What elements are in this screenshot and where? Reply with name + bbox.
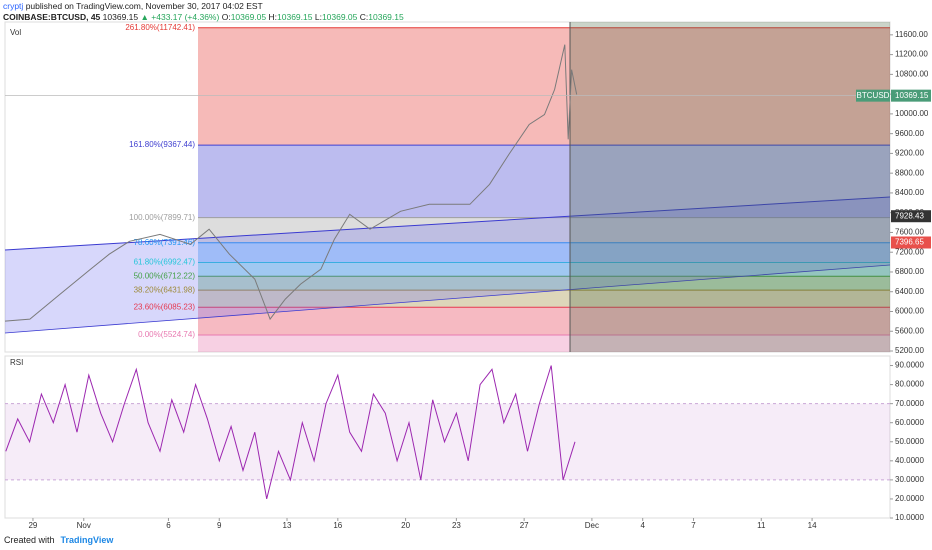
x-tick-label: 20 — [401, 521, 410, 530]
price-tag — [891, 210, 931, 223]
y-tick-label: 7600.00 — [895, 228, 924, 237]
y-tick-label: 6000.00 — [895, 307, 924, 316]
price-tag — [891, 236, 931, 249]
header: cryptj published on TradingView.com, Nov… — [3, 1, 404, 23]
y-tick-label: 10000.00 — [895, 109, 929, 118]
fib-zone — [198, 307, 890, 335]
price-tag-label: 10369.15 — [895, 91, 929, 100]
series-tag — [856, 89, 890, 102]
y-tick-label: 80.0000 — [895, 380, 924, 389]
published: published on TradingView.com, November 3… — [25, 1, 263, 11]
y-tick-label: 50.0000 — [895, 437, 924, 446]
rsi-band — [5, 403, 890, 480]
pane-label: RSI — [10, 358, 23, 367]
series-line — [5, 365, 576, 500]
channel — [5, 197, 890, 333]
chart: Vol RSI 5200.00 5600.00 6000.00 6400.00 6800… — [4, 21, 931, 530]
y-tick-label: 10800.00 — [895, 69, 929, 78]
ohlc-label: L: — [314, 12, 322, 22]
x-tick-label: 29 — [28, 521, 37, 530]
ohlc-value: 10369.05 — [321, 12, 358, 22]
y-tick-label: 6800.00 — [895, 267, 924, 276]
ohlc-label: H: — [268, 12, 278, 22]
ohlc-label: C: — [359, 12, 369, 22]
fib-zone — [198, 276, 890, 291]
y-tick-label: 5600.00 — [895, 326, 924, 335]
y-tick-label: 9200.00 — [895, 149, 924, 158]
y-tick-label: 6400.00 — [895, 287, 924, 296]
projection-box — [570, 22, 890, 352]
pane-label: Vol — [10, 28, 21, 37]
y-tick-label: 40.0000 — [895, 456, 924, 465]
fib-label: 23.60%(6085.23) — [134, 302, 196, 311]
series-tag-label: BTCUSD — [857, 91, 890, 100]
footer: Created with TradingView — [4, 535, 113, 545]
ohlc-value: 10369.05 — [230, 12, 267, 22]
y-tick-label: 8400.00 — [895, 188, 924, 197]
price-tag-label: 7928.43 — [895, 211, 924, 220]
y-tick-label: 9600.00 — [895, 129, 924, 138]
last-price: 10369.15 — [102, 12, 139, 22]
fib-zone — [198, 262, 890, 277]
fib-zone — [198, 27, 890, 146]
price-tag-label: 7396.65 — [895, 238, 924, 247]
y-tick-label: 70.0000 — [895, 399, 924, 408]
y-tick-label: 20.0000 — [895, 494, 924, 503]
fib-zone — [198, 334, 890, 352]
fib-zone — [198, 242, 890, 263]
x-tick-label: Nov — [77, 521, 91, 530]
x-tick-label: 13 — [283, 521, 292, 530]
x-tick-label: 14 — [808, 521, 817, 530]
publisher[interactable]: cryptj — [3, 1, 24, 11]
change: ▲ +433.17 (+4.36%) — [140, 12, 220, 22]
x-tick-label: 16 — [333, 521, 342, 530]
fib-label: 50.00%(6712.22) — [134, 271, 196, 280]
x-tick-label: 7 — [691, 521, 696, 530]
publish-line: cryptj published on TradingView.com, Nov… — [3, 1, 404, 12]
y-tick-label: 11600.00 — [895, 30, 928, 39]
price-pane — [4, 21, 891, 353]
y-tick-label: 11200.00 — [895, 50, 928, 59]
x-tick-label: 23 — [452, 521, 461, 530]
fib-retracement — [198, 27, 890, 352]
drawings — [4, 22, 891, 352]
y-tick-label: 5200.00 — [895, 346, 924, 355]
x-tick-label: 11 — [757, 521, 766, 530]
x-tick-label: Dec — [585, 521, 599, 530]
y-tick-label: 30.0000 — [895, 475, 924, 484]
fib-label: 0.00%(5524.74) — [138, 330, 195, 339]
fib-zone — [198, 145, 890, 218]
ohlc-label: O: — [221, 12, 231, 22]
series-line — [4, 44, 578, 322]
x-tick-label: 9 — [217, 521, 222, 530]
fib-label: 100.00%(7899.71) — [129, 213, 195, 222]
x-tick-label: 27 — [520, 521, 529, 530]
ohlc-value: 10369.15 — [277, 12, 313, 22]
fib-label: 61.80%(6992.47) — [134, 258, 196, 267]
x-tick-label: 4 — [640, 521, 645, 530]
price-tag — [891, 89, 931, 102]
ohlc: O:10369.05 H:10369.15 L:10369.05 C:10369… — [222, 12, 404, 22]
symbol: COINBASE:BTCUSD, 45 — [3, 12, 101, 22]
y-tick-label: 60.0000 — [895, 418, 924, 427]
rsi-pane — [4, 355, 891, 519]
y-tick-label: 90.0000 — [895, 361, 924, 370]
created: Created with — [4, 535, 55, 545]
brand[interactable]: TradingView — [60, 535, 114, 545]
channel-line — [4, 196, 891, 251]
y-tick-label: 8800.00 — [895, 168, 924, 177]
channel-line — [4, 264, 891, 334]
fib-label: 161.80%(9367.44) — [129, 140, 195, 149]
fib-label: 78.60%(7391.46) — [134, 238, 196, 247]
fib-label: 261.80%(11742.41) — [125, 23, 195, 32]
ohlc-value: 10369.15 — [368, 12, 404, 22]
y-tick-label: 7200.00 — [895, 247, 924, 256]
x-tick-label: 6 — [166, 521, 171, 530]
fib-zone — [198, 290, 890, 308]
symbol-line: COINBASE:BTCUSD, 45 10369.15 ▲ +433.17 (… — [3, 12, 404, 23]
fib-zone — [198, 217, 890, 243]
y-tick-label: 10.0000 — [895, 513, 924, 522]
fib-label: 38.20%(6431.98) — [134, 285, 196, 294]
